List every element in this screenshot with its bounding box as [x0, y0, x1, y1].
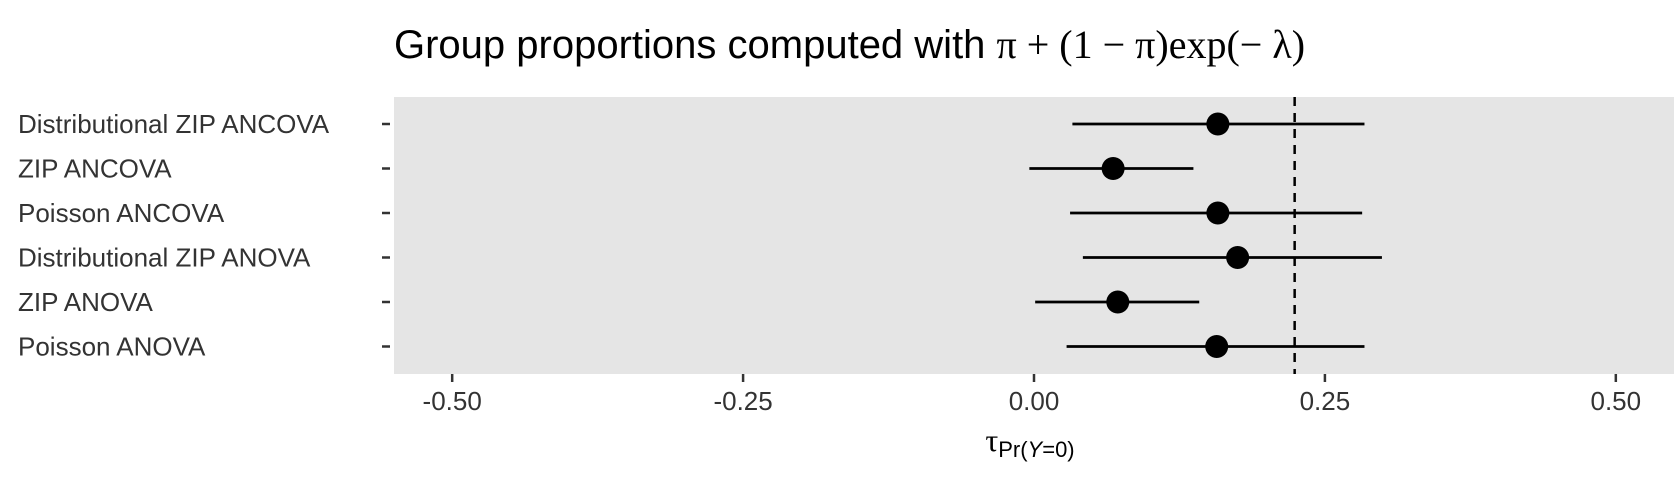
y-tick-label: ZIP ANOVA — [18, 287, 154, 317]
y-tick-label: Distributional ZIP ANOVA — [18, 243, 311, 273]
estimate-point — [1106, 290, 1130, 314]
x-tick-label: 0.25 — [1300, 386, 1351, 416]
estimate-point — [1101, 157, 1125, 180]
x-axis-label-sub-suffix: =0) — [1042, 437, 1074, 462]
y-tick-label: Poisson ANOVA — [18, 332, 206, 362]
x-tick-label: -0.25 — [713, 386, 772, 416]
x-tick-label: 0.00 — [1009, 386, 1060, 416]
estimate-point — [1206, 201, 1230, 225]
chart-title: Group proportions computed with π + (1 −… — [394, 22, 1305, 67]
chart-title-formula: π + (1 − π)exp(− λ) — [997, 22, 1306, 67]
x-axis-label-sub-prefix: Pr( — [998, 437, 1028, 462]
y-tick-label: Poisson ANCOVA — [18, 198, 225, 228]
estimate-point — [1206, 112, 1230, 136]
y-tick-label: Distributional ZIP ANCOVA — [18, 109, 330, 139]
x-axis-label-symbol: τ — [985, 422, 998, 458]
y-tick-label: ZIP ANCOVA — [18, 154, 172, 184]
x-tick-label: 0.50 — [1591, 386, 1642, 416]
x-axis-label: τPr(Y=0) — [985, 422, 1074, 462]
x-axis-label-sub-italic: Y — [1028, 437, 1044, 462]
chart-title-text: Group proportions computed with — [394, 23, 997, 67]
estimate-point — [1226, 246, 1250, 269]
estimate-point — [1205, 335, 1229, 358]
x-tick-label: -0.50 — [423, 386, 482, 416]
plot-panel — [394, 97, 1674, 374]
